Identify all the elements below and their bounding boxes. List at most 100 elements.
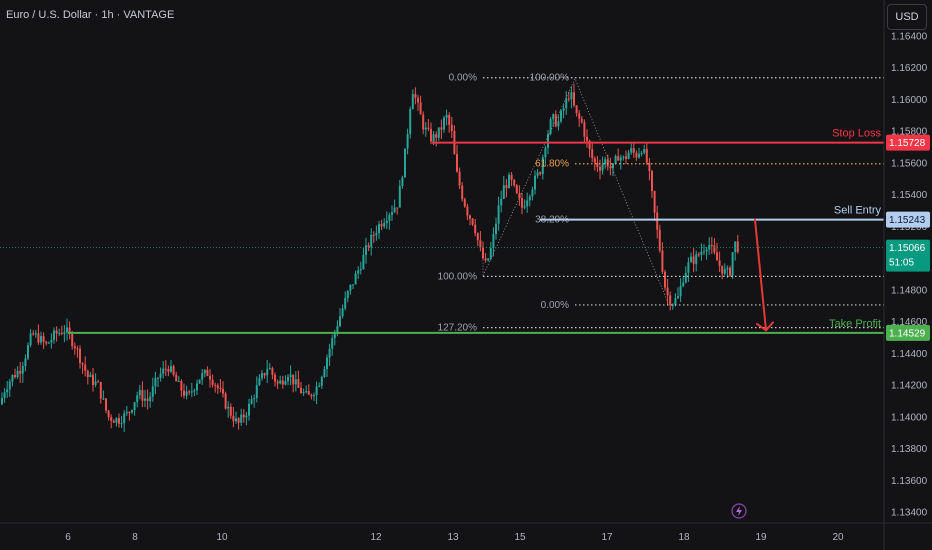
candle-body bbox=[326, 357, 328, 370]
candle-body bbox=[502, 185, 505, 199]
candle-body bbox=[206, 369, 209, 376]
candle-body bbox=[297, 379, 300, 388]
candle-body bbox=[625, 156, 627, 159]
candle-body bbox=[708, 245, 711, 250]
candle-body bbox=[258, 378, 261, 386]
candle-body bbox=[79, 348, 81, 364]
candle-body bbox=[573, 92, 575, 106]
candle-body bbox=[492, 234, 495, 249]
candle-body bbox=[627, 152, 630, 159]
candle-body bbox=[209, 375, 211, 380]
candle-body bbox=[411, 94, 414, 110]
candle-body bbox=[34, 333, 37, 335]
candle-body bbox=[726, 267, 729, 270]
lightning-icon-ring bbox=[731, 503, 747, 519]
candle-body bbox=[513, 179, 516, 186]
candle-body bbox=[596, 162, 599, 168]
fib-label-127: 127.20% bbox=[438, 323, 478, 334]
candle-body bbox=[406, 134, 409, 149]
candle-body bbox=[362, 254, 365, 270]
candle-body bbox=[211, 379, 214, 385]
candle-body bbox=[21, 366, 24, 374]
candle-body bbox=[695, 254, 698, 264]
candle-body bbox=[718, 260, 721, 266]
candle-body bbox=[687, 262, 690, 273]
candle-body bbox=[601, 164, 604, 171]
lightning-icon bbox=[731, 503, 747, 519]
candle-body bbox=[105, 398, 107, 411]
candle-body bbox=[237, 418, 240, 423]
x-tick-label: 13 bbox=[447, 532, 459, 543]
candle-body bbox=[112, 420, 115, 423]
candle-body bbox=[424, 127, 427, 130]
candle-body bbox=[419, 102, 422, 115]
candle-body bbox=[370, 234, 373, 248]
candle-body bbox=[378, 224, 380, 234]
candle-body bbox=[268, 368, 271, 370]
candle-body bbox=[11, 374, 14, 382]
candle-body bbox=[716, 252, 718, 261]
candle-body bbox=[287, 376, 289, 382]
candle-body bbox=[375, 233, 378, 236]
candle-body bbox=[284, 381, 287, 385]
candle-body bbox=[705, 249, 708, 252]
candle-body bbox=[365, 245, 367, 255]
candle-body bbox=[677, 296, 679, 299]
candle-body bbox=[201, 373, 204, 380]
candle-body bbox=[404, 148, 406, 178]
candle-body bbox=[432, 134, 435, 142]
candle-body bbox=[131, 410, 133, 413]
candle-body bbox=[643, 148, 646, 153]
candle-body bbox=[583, 122, 586, 137]
candle-body bbox=[193, 390, 196, 392]
candle-body bbox=[24, 358, 27, 367]
x-tick-label: 10 bbox=[216, 532, 228, 543]
candle-body bbox=[645, 148, 648, 163]
candle-body bbox=[250, 399, 253, 404]
candle-body bbox=[547, 133, 549, 148]
candle-body bbox=[578, 113, 581, 119]
candle-body bbox=[630, 148, 633, 153]
candle-body bbox=[159, 373, 162, 378]
candle-body bbox=[599, 167, 601, 171]
candle-body bbox=[617, 156, 620, 161]
candle-body bbox=[188, 391, 191, 393]
candle-body bbox=[544, 147, 547, 158]
pattern-leg bbox=[482, 77, 669, 303]
candle-body bbox=[81, 363, 84, 365]
candle-body bbox=[463, 199, 466, 207]
candle-body bbox=[349, 284, 352, 292]
stop-loss-price-tag-bg bbox=[886, 134, 930, 151]
candle-body bbox=[396, 207, 399, 209]
currency-button[interactable]: USD bbox=[887, 4, 927, 30]
candle-body bbox=[107, 410, 110, 418]
candle-body bbox=[261, 373, 263, 379]
candle-body bbox=[448, 114, 451, 125]
candle-body bbox=[612, 163, 614, 169]
candle-body bbox=[586, 136, 588, 141]
candle-body bbox=[359, 269, 362, 271]
candle-body bbox=[526, 200, 529, 207]
candle-body bbox=[482, 247, 484, 259]
candle-body bbox=[240, 414, 243, 423]
candle-body bbox=[523, 206, 526, 208]
candle-body bbox=[279, 380, 282, 384]
candle-body bbox=[549, 119, 552, 134]
candle-body bbox=[97, 381, 100, 383]
candle-body bbox=[333, 332, 336, 339]
candle-body bbox=[651, 171, 653, 192]
candle-body bbox=[190, 391, 193, 393]
symbol-title[interactable]: Euro / U.S. Dollar · 1h · VANTAGE bbox=[6, 9, 175, 21]
fib-label-r-0: 0.00% bbox=[541, 300, 569, 311]
take-profit-price-tag-bg bbox=[886, 324, 930, 341]
candle-body bbox=[8, 381, 11, 390]
candle-body bbox=[346, 291, 349, 298]
candle-body bbox=[196, 383, 198, 391]
candle-body bbox=[294, 379, 297, 385]
candle-body bbox=[125, 411, 128, 414]
candle-body bbox=[570, 92, 573, 100]
candle-body bbox=[658, 229, 661, 251]
candle-body bbox=[684, 272, 687, 283]
candle-body bbox=[669, 295, 672, 306]
